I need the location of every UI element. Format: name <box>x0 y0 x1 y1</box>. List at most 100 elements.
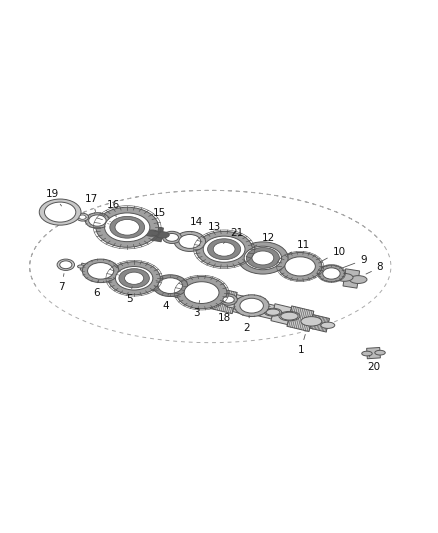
Ellipse shape <box>162 231 181 244</box>
Ellipse shape <box>223 296 234 303</box>
Ellipse shape <box>158 278 183 294</box>
Polygon shape <box>343 269 360 288</box>
Polygon shape <box>167 280 193 300</box>
Ellipse shape <box>202 293 223 303</box>
Ellipse shape <box>285 257 315 276</box>
Ellipse shape <box>266 309 280 316</box>
Ellipse shape <box>119 269 149 288</box>
Polygon shape <box>367 348 380 359</box>
Ellipse shape <box>155 232 169 238</box>
Ellipse shape <box>145 230 159 236</box>
Ellipse shape <box>196 231 252 267</box>
Ellipse shape <box>140 279 153 285</box>
Ellipse shape <box>39 199 81 225</box>
Text: 6: 6 <box>93 280 99 297</box>
Ellipse shape <box>99 270 106 273</box>
Text: 12: 12 <box>253 233 275 248</box>
Ellipse shape <box>120 274 130 279</box>
Ellipse shape <box>78 265 85 268</box>
Ellipse shape <box>181 288 200 297</box>
Ellipse shape <box>76 213 88 221</box>
Text: 21: 21 <box>223 228 243 244</box>
Ellipse shape <box>166 233 178 241</box>
Polygon shape <box>145 276 170 294</box>
Text: 2: 2 <box>243 316 250 333</box>
Text: 14: 14 <box>190 217 203 232</box>
Ellipse shape <box>203 294 222 302</box>
Text: 17: 17 <box>85 193 99 212</box>
Text: 3: 3 <box>194 301 200 318</box>
Ellipse shape <box>244 246 282 270</box>
Ellipse shape <box>281 312 298 320</box>
Polygon shape <box>102 268 126 281</box>
Ellipse shape <box>60 261 72 269</box>
Ellipse shape <box>177 277 227 309</box>
Ellipse shape <box>108 262 160 295</box>
Ellipse shape <box>45 202 76 222</box>
Ellipse shape <box>301 317 322 326</box>
Ellipse shape <box>323 268 340 279</box>
Ellipse shape <box>203 236 245 262</box>
Ellipse shape <box>99 270 107 273</box>
Text: 18: 18 <box>218 306 231 323</box>
Ellipse shape <box>252 251 274 265</box>
Ellipse shape <box>247 304 261 311</box>
Text: 7: 7 <box>58 273 65 292</box>
Ellipse shape <box>141 280 152 285</box>
Ellipse shape <box>264 308 282 316</box>
Ellipse shape <box>120 275 129 279</box>
Polygon shape <box>210 287 237 313</box>
Ellipse shape <box>79 215 86 220</box>
Ellipse shape <box>240 298 263 313</box>
Polygon shape <box>124 272 148 287</box>
Ellipse shape <box>153 275 187 296</box>
Text: 15: 15 <box>152 207 166 224</box>
Ellipse shape <box>336 273 353 281</box>
Text: 5: 5 <box>126 287 133 304</box>
Polygon shape <box>233 295 256 316</box>
Ellipse shape <box>224 298 245 308</box>
Ellipse shape <box>226 299 243 307</box>
Text: 11: 11 <box>287 240 310 255</box>
Text: 4: 4 <box>162 294 169 311</box>
Ellipse shape <box>161 284 177 291</box>
Ellipse shape <box>174 231 205 252</box>
Ellipse shape <box>318 265 345 282</box>
Polygon shape <box>188 284 215 307</box>
Ellipse shape <box>220 294 237 305</box>
Text: 10: 10 <box>321 247 346 262</box>
Ellipse shape <box>375 350 385 355</box>
Ellipse shape <box>213 242 235 256</box>
Polygon shape <box>287 306 314 332</box>
Ellipse shape <box>89 215 106 226</box>
Ellipse shape <box>279 311 300 321</box>
Ellipse shape <box>246 247 279 269</box>
Ellipse shape <box>124 272 144 284</box>
Ellipse shape <box>184 282 219 303</box>
Text: 1: 1 <box>297 334 305 355</box>
Ellipse shape <box>362 351 372 356</box>
Polygon shape <box>80 263 104 275</box>
Polygon shape <box>252 301 275 319</box>
Ellipse shape <box>208 239 240 260</box>
Ellipse shape <box>304 318 318 325</box>
Ellipse shape <box>88 263 114 279</box>
Ellipse shape <box>85 213 110 228</box>
Ellipse shape <box>115 220 139 235</box>
Ellipse shape <box>350 276 367 284</box>
Ellipse shape <box>179 235 201 248</box>
Ellipse shape <box>96 207 159 247</box>
Ellipse shape <box>162 285 175 290</box>
Text: 8: 8 <box>366 262 383 274</box>
Text: 19: 19 <box>46 189 61 206</box>
Text: 13: 13 <box>204 222 221 237</box>
Text: 16: 16 <box>107 200 120 217</box>
Text: 20: 20 <box>367 356 380 373</box>
Polygon shape <box>151 227 163 242</box>
Text: 9: 9 <box>342 255 367 268</box>
Ellipse shape <box>183 289 198 296</box>
Ellipse shape <box>82 259 119 282</box>
Ellipse shape <box>116 266 153 290</box>
Ellipse shape <box>321 322 335 328</box>
Polygon shape <box>271 304 291 325</box>
